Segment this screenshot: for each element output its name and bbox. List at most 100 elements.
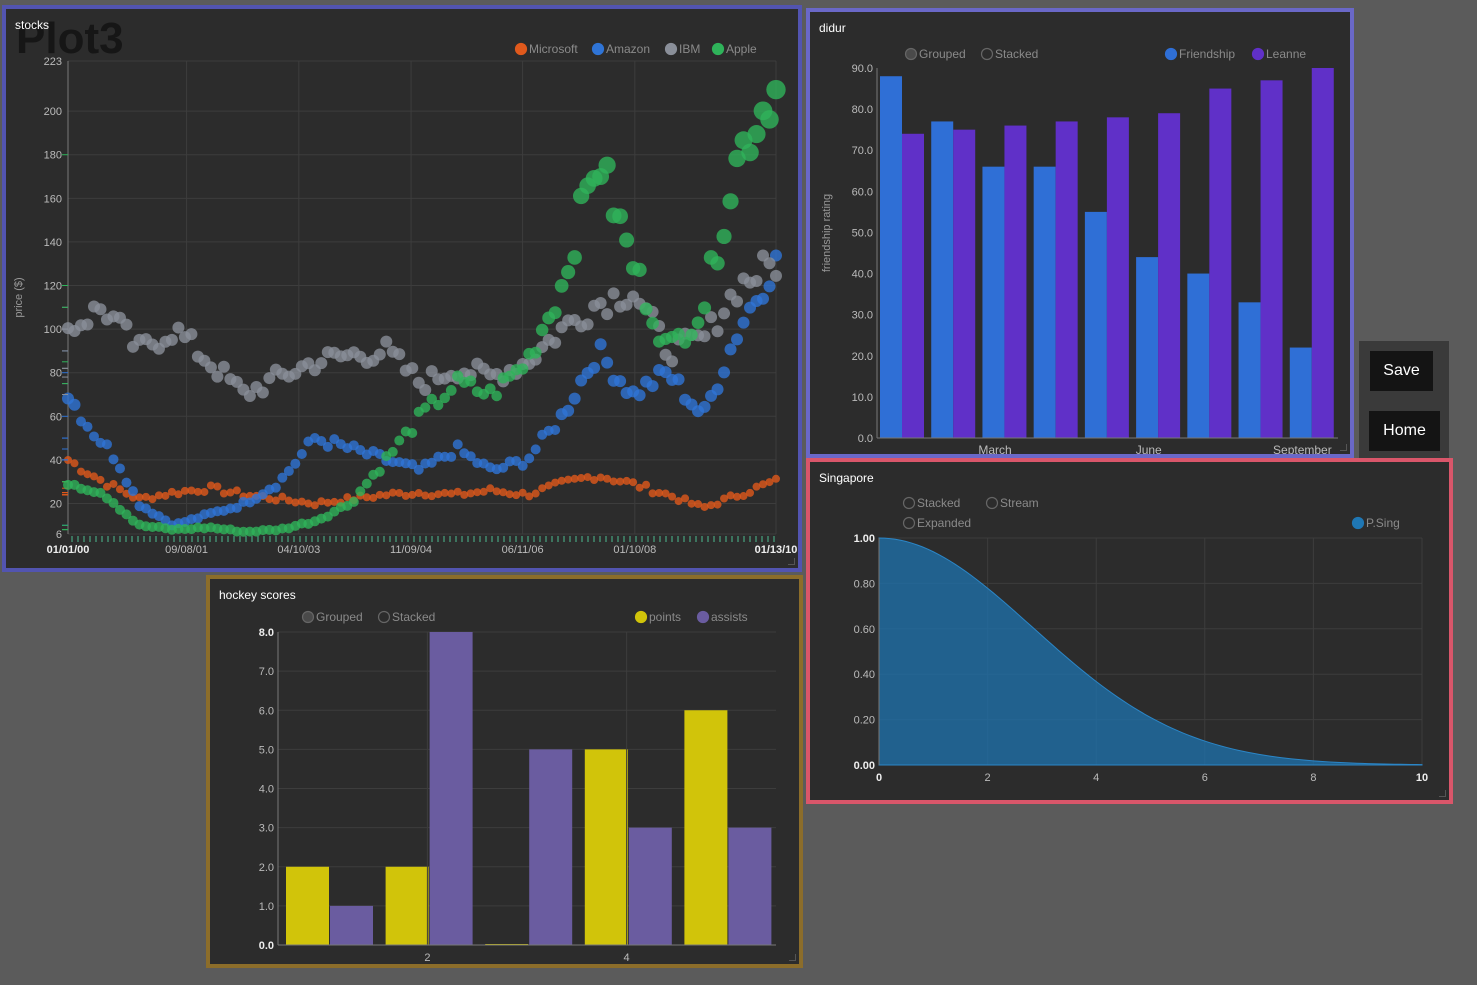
toolbar: Save Home xyxy=(1359,341,1449,458)
control-stacked-radio[interactable] xyxy=(902,496,916,510)
data-point-ibm xyxy=(243,389,256,402)
data-point-ibm xyxy=(581,318,594,331)
control-grouped-label[interactable]: Grouped xyxy=(316,610,363,624)
data-point-microsoft xyxy=(609,477,618,486)
legend-friendship-swatch[interactable] xyxy=(1164,47,1178,61)
data-point-microsoft xyxy=(700,502,709,511)
data-point-microsoft xyxy=(369,493,378,502)
x-tick-label: 06/11/06 xyxy=(502,544,544,556)
data-point-microsoft xyxy=(642,480,651,489)
data-point-microsoft xyxy=(707,501,716,510)
data-point-microsoft xyxy=(213,482,222,491)
data-point-amazon xyxy=(524,453,535,464)
data-point-amazon xyxy=(270,482,281,493)
legend-assists-label[interactable]: assists xyxy=(711,610,748,624)
data-point-microsoft xyxy=(655,488,664,497)
bar-leanne xyxy=(1004,125,1027,439)
legend-apple-swatch[interactable] xyxy=(711,42,725,56)
legend-friendship-label[interactable]: Friendship xyxy=(1179,47,1235,61)
x-tick-label: 4 xyxy=(624,952,630,964)
data-point-microsoft xyxy=(330,497,339,506)
resize-handle[interactable] xyxy=(789,954,796,961)
bar-leanne xyxy=(1158,113,1181,438)
data-point-apple xyxy=(728,149,746,168)
control-stream-radio[interactable] xyxy=(985,496,999,510)
legend-microsoft-label[interactable]: Microsoft xyxy=(529,42,578,56)
data-point-microsoft xyxy=(590,476,599,485)
legend-ibm-label[interactable]: IBM xyxy=(679,42,700,56)
data-point-microsoft xyxy=(596,473,605,482)
data-point-apple xyxy=(760,110,779,129)
control-grouped-radio[interactable] xyxy=(904,47,918,61)
legend-amazon-label[interactable]: Amazon xyxy=(606,42,650,56)
legend-apple-label[interactable]: Apple xyxy=(726,42,757,56)
bar-leanne xyxy=(1106,117,1129,438)
data-point-microsoft xyxy=(89,472,98,481)
control-grouped-radio[interactable] xyxy=(301,610,315,624)
control-stacked-label[interactable]: Stacked xyxy=(917,496,960,510)
legend-amazon-swatch[interactable] xyxy=(591,42,605,56)
legend-leanne-label[interactable]: Leanne xyxy=(1266,47,1306,61)
legend-leanne-swatch[interactable] xyxy=(1251,47,1265,61)
singapore-panel: Singapore 0.00 0.20 0.40 0.60 0.80 1.00 0 2 4 6 8 1… xyxy=(806,458,1453,804)
bar-friendship xyxy=(1289,347,1312,438)
resize-handle[interactable] xyxy=(788,558,795,565)
resize-handle[interactable] xyxy=(1439,790,1446,797)
data-point-amazon xyxy=(672,373,685,386)
control-expanded-label[interactable]: Expanded xyxy=(917,516,971,530)
y-tick-label: 90.0 xyxy=(852,63,873,75)
control-grouped-label[interactable]: Grouped xyxy=(919,47,966,61)
legend-p-sing-label[interactable]: P.Sing xyxy=(1366,516,1400,530)
control-stacked-radio[interactable] xyxy=(980,47,994,61)
data-point-ibm xyxy=(718,307,731,320)
control-stacked-radio[interactable] xyxy=(377,610,391,624)
y-tick-label: 4.0 xyxy=(259,784,274,796)
resize-handle[interactable] xyxy=(1340,444,1347,451)
hockey-chart[interactable]: 0.0 1.0 2.0 3.0 4.0 5.0 6.0 7.0 8.0 2 4 Grouped Stac… xyxy=(210,579,799,964)
bar-friendship xyxy=(1136,257,1159,438)
data-point-microsoft xyxy=(200,487,209,496)
data-point-apple xyxy=(407,428,418,439)
y-tick-label: 6.0 xyxy=(259,705,274,717)
data-point-ibm xyxy=(607,287,620,300)
data-point-microsoft xyxy=(694,500,703,509)
data-point-apple xyxy=(619,232,635,248)
data-point-microsoft xyxy=(395,488,404,497)
data-point-microsoft xyxy=(622,476,631,485)
data-point-microsoft xyxy=(427,492,436,501)
didur-chart[interactable]: 0.0 10.0 20.0 30.0 40.0 50.0 60.0 70.0 80.0 90.0 M… xyxy=(810,12,1350,454)
save-button[interactable]: Save xyxy=(1370,351,1433,391)
data-point-microsoft xyxy=(603,474,612,483)
y-tick-label: 20 xyxy=(50,498,62,510)
data-point-apple xyxy=(691,316,705,330)
data-point-apple xyxy=(374,466,385,477)
control-stream-label[interactable]: Stream xyxy=(1000,496,1039,510)
y-tick-label: 2.0 xyxy=(259,862,274,874)
data-point-microsoft xyxy=(681,494,690,503)
legend-points-swatch[interactable] xyxy=(634,610,648,624)
didur-panel: didur 0.0 10.0 20.0 30.0 40.0 50.0 60.0 70.0 80.… xyxy=(806,8,1354,458)
legend-assists-swatch[interactable] xyxy=(696,610,710,624)
data-point-amazon xyxy=(562,404,575,417)
bar-points xyxy=(385,866,429,945)
data-point-amazon xyxy=(594,338,607,351)
data-point-microsoft xyxy=(447,489,456,498)
x-tick-label: 09/08/01 xyxy=(165,544,208,556)
y-tick-label: 223 xyxy=(44,56,62,68)
bar-assists xyxy=(330,905,373,945)
control-expanded-radio[interactable] xyxy=(902,516,916,530)
data-point-apple xyxy=(685,328,698,341)
legend-ibm-swatch[interactable] xyxy=(664,42,678,56)
legend-points-label[interactable]: points xyxy=(649,610,681,624)
singapore-chart[interactable]: 0.00 0.20 0.40 0.60 0.80 1.00 0 2 4 6 8 10 Stacked St… xyxy=(810,462,1449,800)
data-point-amazon xyxy=(614,375,627,388)
stocks-chart[interactable]: 6 20 40 60 80 100 120 140 160 180 200 223 01/01/00 09… xyxy=(6,9,798,568)
data-point-microsoft xyxy=(551,478,560,487)
data-point-amazon xyxy=(108,454,119,465)
data-point-amazon xyxy=(711,383,724,396)
control-stacked-label[interactable]: Stacked xyxy=(995,47,1038,61)
control-stacked-label[interactable]: Stacked xyxy=(392,610,435,624)
home-button[interactable]: Home xyxy=(1369,411,1440,451)
legend-p-sing-swatch[interactable] xyxy=(1351,516,1365,530)
legend-microsoft-swatch[interactable] xyxy=(514,42,528,56)
